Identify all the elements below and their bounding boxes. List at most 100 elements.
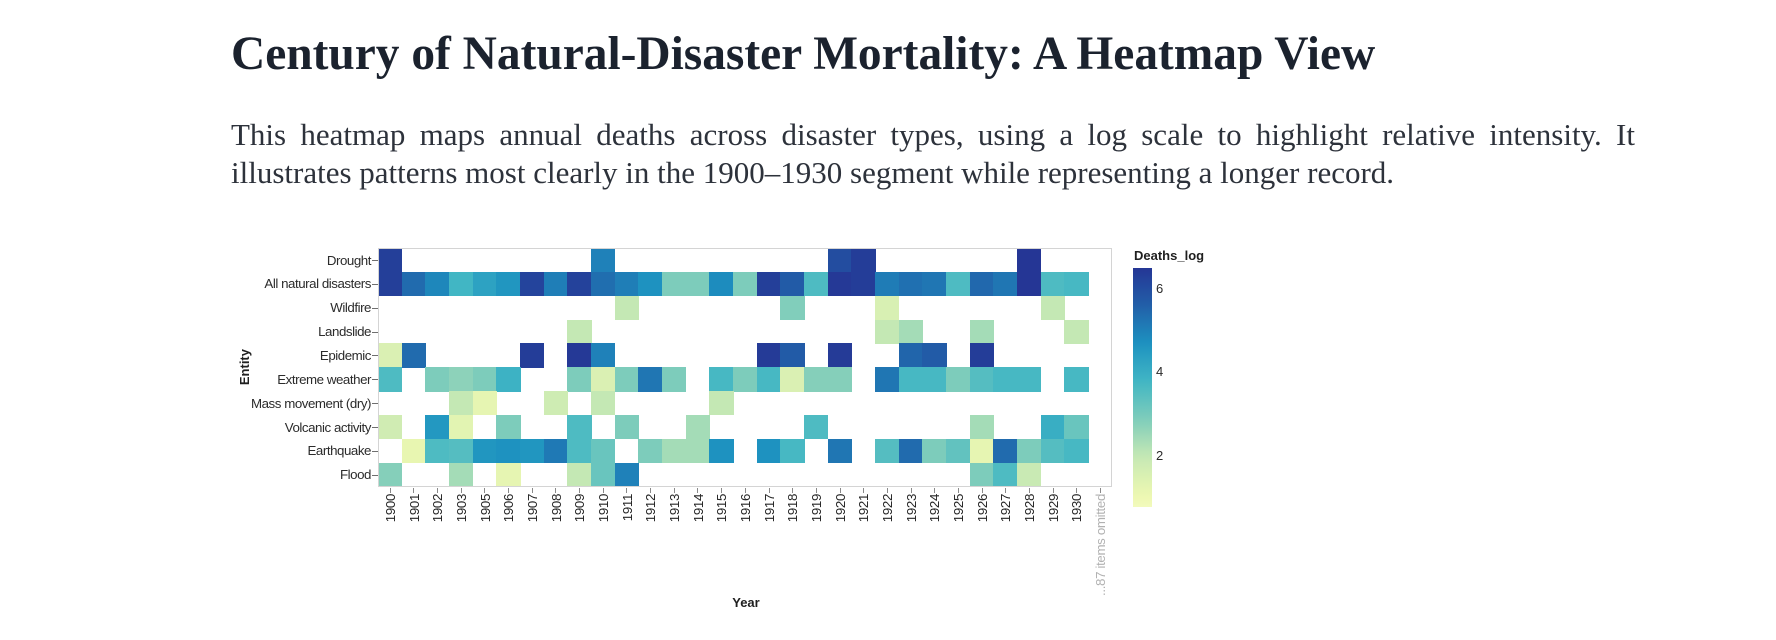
heatmap-cell xyxy=(449,438,474,464)
x-tick-mark xyxy=(886,488,888,493)
y-tick-mark xyxy=(372,450,378,452)
heatmap-cell xyxy=(875,271,900,297)
x-tick-mark xyxy=(460,488,462,493)
heatmap-cell xyxy=(1017,438,1042,464)
heatmap-cell xyxy=(425,414,450,440)
heatmap-cell xyxy=(922,367,947,392)
heatmap-cell xyxy=(1017,367,1042,392)
heatmap-cell xyxy=(685,271,710,297)
heatmap-cell xyxy=(875,438,900,464)
x-tick-mark xyxy=(579,488,581,493)
heatmap-cell xyxy=(401,343,426,368)
heatmap-cell xyxy=(1017,249,1042,273)
heatmap-cell xyxy=(993,462,1018,486)
heatmap-cell xyxy=(567,414,592,440)
x-tick-mark xyxy=(1076,488,1078,493)
heatmap-cell xyxy=(379,462,403,486)
heatmap-cell xyxy=(449,271,474,297)
y-tick-mark xyxy=(372,331,378,333)
x-tick-label: 1914 xyxy=(690,494,706,523)
y-tick-label: Earthquake xyxy=(307,443,371,459)
x-tick-label: 1924 xyxy=(927,494,943,523)
heatmap-cell xyxy=(780,367,805,392)
heatmap-cell xyxy=(591,462,616,486)
heatmap-cell xyxy=(567,271,592,297)
y-tick-label: Volcanic activity xyxy=(284,419,372,435)
heatmap-cell xyxy=(1064,271,1089,297)
heatmap-cell xyxy=(969,343,994,368)
x-tick-mark xyxy=(839,488,841,493)
x-tick-label: 1907 xyxy=(525,494,540,523)
heatmap-cell xyxy=(379,271,403,297)
x-tick-mark xyxy=(1028,488,1030,493)
heatmap-cell xyxy=(756,367,781,392)
x-tick-mark xyxy=(910,488,912,493)
x-tick-label: 1912 xyxy=(643,494,659,523)
heatmap-cell xyxy=(804,271,829,297)
heatmap-cell xyxy=(379,367,403,392)
heatmap-cell xyxy=(520,271,545,297)
heatmap-cell xyxy=(756,343,781,368)
x-tick-label: 1930 xyxy=(1069,494,1085,523)
heatmap-cell xyxy=(827,367,852,392)
x-tick-mark xyxy=(792,488,794,493)
x-tick-mark xyxy=(437,488,439,493)
heatmap-cell xyxy=(379,414,403,440)
x-tick-mark xyxy=(981,488,983,493)
x-tick-mark xyxy=(531,488,533,493)
x-tick-mark xyxy=(721,488,723,493)
x-tick-label: 1902 xyxy=(430,494,446,523)
heatmap-cell xyxy=(614,271,639,297)
heatmap-cell xyxy=(425,367,450,392)
x-tick-mark xyxy=(957,488,959,493)
x-tick-label: 1910 xyxy=(596,494,611,523)
heatmap-cell xyxy=(993,438,1018,464)
heatmap-cell xyxy=(969,414,994,440)
heatmap-cell xyxy=(614,462,639,486)
legend-tick-label: 2 xyxy=(1156,447,1164,463)
heatmap-cell xyxy=(591,438,616,464)
x-tick-mark xyxy=(1052,488,1054,493)
x-tick-label: 1918 xyxy=(785,494,801,523)
x-tick-label: 1908 xyxy=(548,494,564,523)
heatmap-cell xyxy=(496,271,521,297)
heatmap-cell xyxy=(401,271,426,297)
heatmap-cell xyxy=(567,319,592,344)
heatmap-cell xyxy=(709,271,734,297)
heatmap-cell xyxy=(1017,462,1042,486)
x-tick-mark xyxy=(815,488,817,493)
x-axis-title: Year xyxy=(732,595,760,610)
heatmap-cell xyxy=(969,271,994,297)
heatmap-cell xyxy=(969,367,994,392)
x-tick-label: 1921 xyxy=(856,494,872,523)
heatmap-cell xyxy=(1064,414,1089,440)
heatmap-cell xyxy=(922,343,947,368)
heatmap-cell xyxy=(780,295,805,321)
heatmap-cell xyxy=(1064,367,1089,392)
heatmap-cell xyxy=(709,438,734,464)
heatmap-cell xyxy=(1064,438,1089,464)
heatmap-cell xyxy=(496,414,521,440)
heatmap-cell xyxy=(543,391,568,416)
x-tick-mark xyxy=(389,488,391,493)
heatmap-cell xyxy=(449,367,474,392)
x-tick-mark xyxy=(768,488,770,493)
heatmap-cell xyxy=(662,271,687,297)
x-tick-mark xyxy=(508,488,510,493)
heatmap-cell xyxy=(804,414,829,440)
heatmap-cell xyxy=(780,438,805,464)
heatmap-cell xyxy=(898,271,923,297)
heatmap-cell xyxy=(614,367,639,392)
y-tick-mark xyxy=(372,355,378,357)
heatmap-cell xyxy=(709,367,734,392)
heatmap-cell xyxy=(496,367,521,392)
x-tick-label: 1929 xyxy=(1045,494,1061,523)
heatmap-panel xyxy=(378,248,1112,487)
heatmap-cell xyxy=(851,249,876,273)
x-tick-label: 1926 xyxy=(974,494,990,523)
x-tick-label: 1901 xyxy=(406,494,422,523)
legend-tick-label: 4 xyxy=(1156,364,1164,380)
y-tick-mark xyxy=(372,474,378,476)
heatmap-cell xyxy=(591,271,616,297)
